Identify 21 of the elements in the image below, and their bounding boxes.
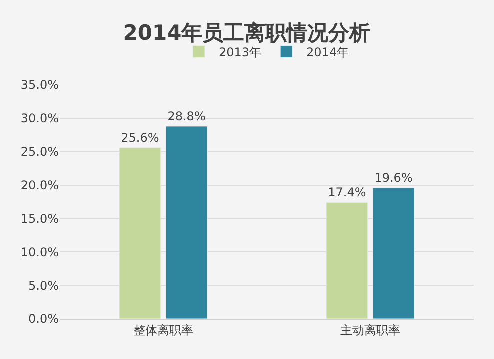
y-tick-label: 20.0% — [20, 178, 59, 192]
data-label: 17.4% — [328, 186, 366, 200]
bar — [119, 148, 162, 319]
y-tick-label: 5.0% — [28, 278, 59, 293]
data-label: 28.8% — [168, 109, 206, 124]
bar — [166, 126, 208, 319]
y-tick-label: 10.0% — [20, 245, 59, 260]
y-tick-label: 25.0% — [20, 145, 59, 160]
data-label: 25.6% — [121, 130, 160, 145]
y-tick-label: 30.0% — [20, 112, 59, 126]
chart-title: 2014年员工离职情况分析 — [123, 20, 371, 45]
x-tick-label: 主动离职率 — [340, 323, 400, 338]
bar — [326, 202, 368, 319]
legend-label: 2013年 — [219, 45, 262, 60]
data-label: 19.6% — [374, 170, 413, 185]
y-tick-label: 35.0% — [20, 78, 59, 92]
legend-label: 2014年 — [306, 45, 350, 60]
bar — [372, 188, 415, 319]
x-tick-label: 整体离职率 — [134, 323, 194, 338]
y-tick-label: 15.0% — [20, 212, 59, 226]
y-tick-label: 0.0% — [28, 312, 59, 326]
